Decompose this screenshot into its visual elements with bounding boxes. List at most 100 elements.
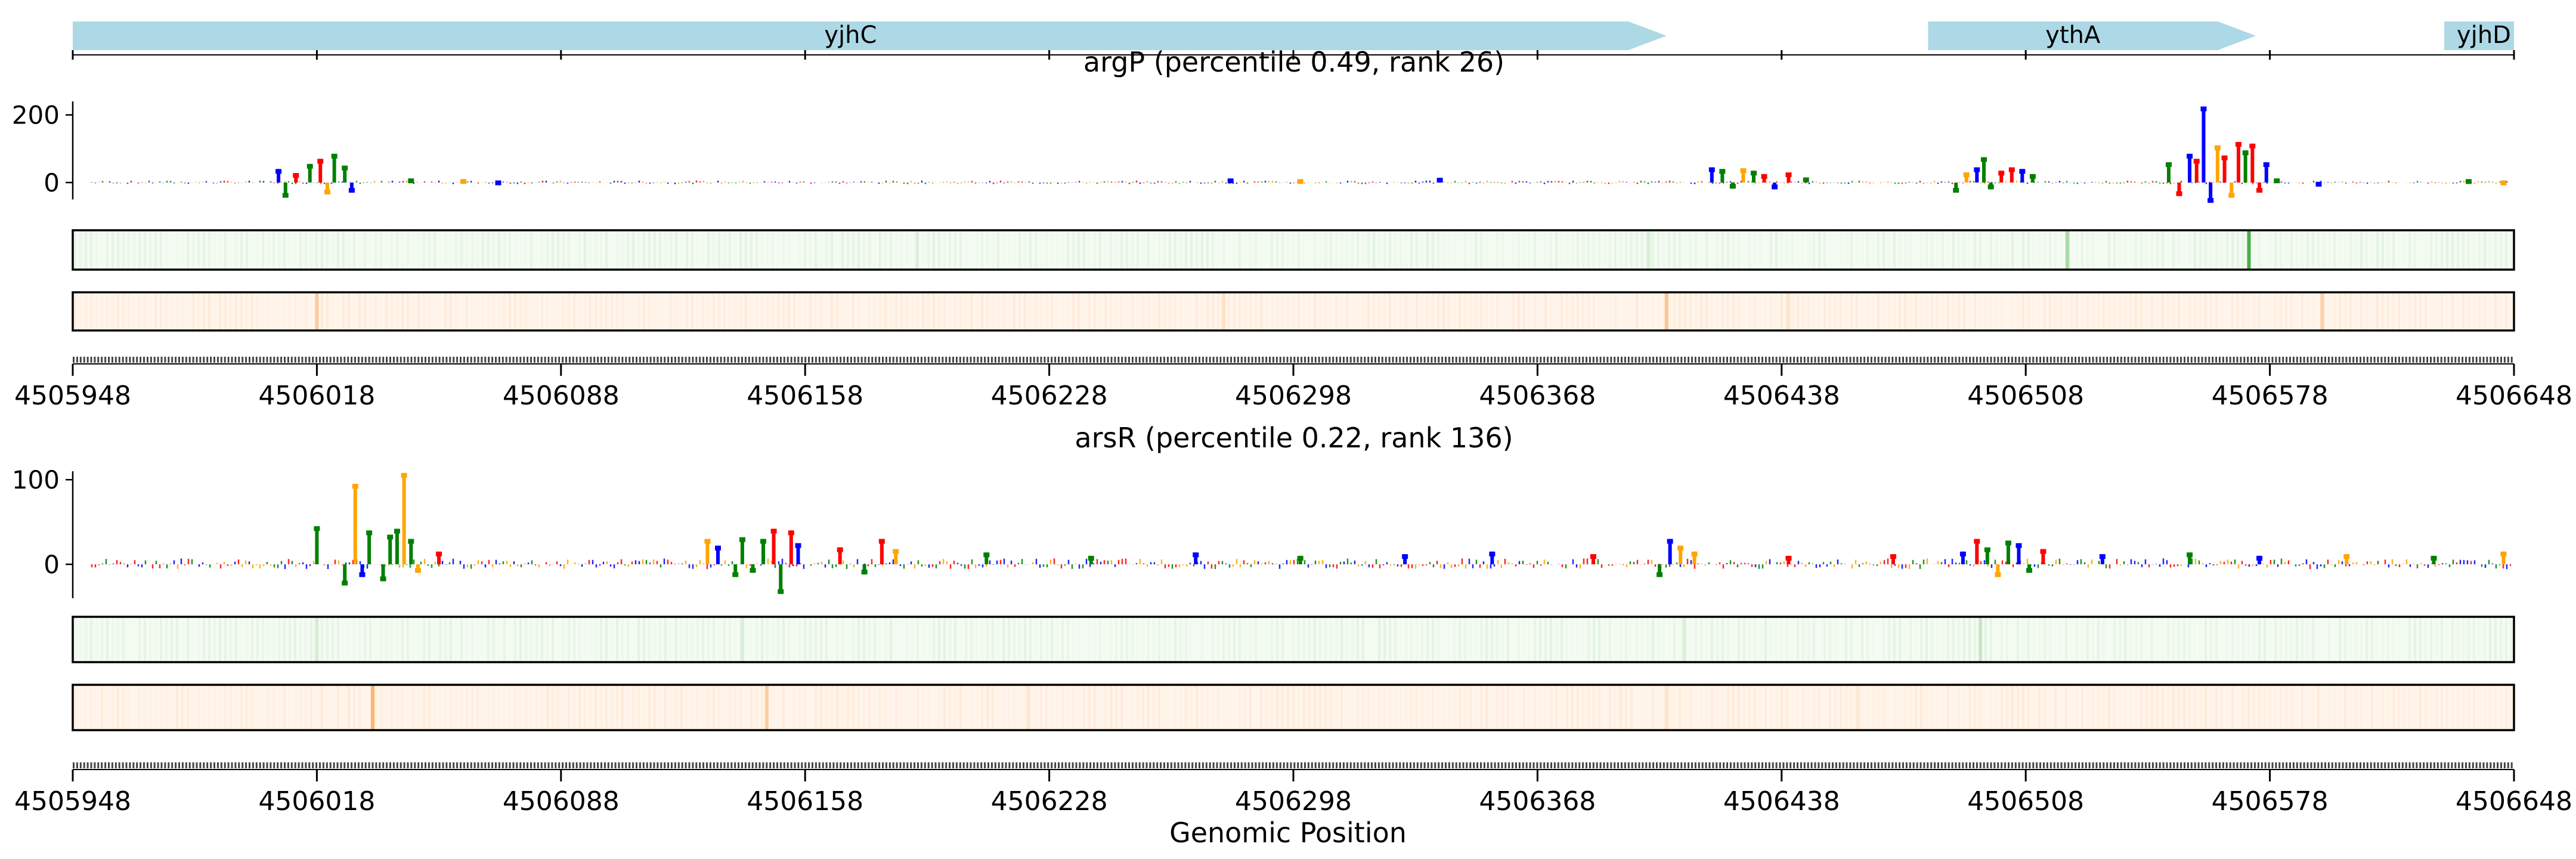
heat1-cell bbox=[1437, 230, 1439, 270]
heat2-cell bbox=[1915, 292, 1917, 330]
heat2-cell bbox=[1351, 292, 1354, 330]
heat1-cell bbox=[1335, 617, 1337, 662]
sequence-char bbox=[2416, 357, 2418, 363]
heat2-cell bbox=[1265, 685, 1268, 730]
heat1-cell bbox=[353, 230, 355, 270]
heat2-cell bbox=[380, 292, 382, 330]
sequence-char bbox=[111, 357, 113, 363]
logo-peak bbox=[395, 529, 399, 564]
sequence-char bbox=[114, 357, 117, 363]
heat2-peak bbox=[2320, 292, 2324, 330]
sequence-char bbox=[2001, 762, 2003, 768]
heat2-cell bbox=[1078, 292, 1080, 330]
logo-peak bbox=[283, 183, 287, 198]
sequence-char bbox=[1810, 762, 1813, 768]
heat2-cell bbox=[514, 292, 516, 330]
logo-peak-cap bbox=[1953, 188, 1959, 193]
heat1-cell bbox=[1544, 617, 1547, 662]
heat2-cell bbox=[2306, 292, 2309, 330]
heat1-cell bbox=[1534, 617, 1536, 662]
sequence-char bbox=[758, 762, 761, 768]
heat1-background bbox=[73, 230, 2514, 270]
sequence-char bbox=[664, 357, 666, 363]
heat2-cell bbox=[1856, 292, 1858, 330]
heat2-cell bbox=[809, 292, 812, 330]
logo-peak bbox=[1591, 554, 1595, 564]
sequence-char bbox=[990, 357, 993, 363]
heat2-cell bbox=[321, 292, 323, 330]
heat2-cell bbox=[1662, 292, 1665, 330]
heat1-peak bbox=[1682, 617, 1686, 662]
logo-peak-cap bbox=[704, 539, 711, 544]
sequence-char bbox=[590, 762, 592, 768]
heat2-cell bbox=[1555, 292, 1558, 330]
sequence-char bbox=[1990, 762, 1992, 768]
heat1-cell bbox=[122, 230, 125, 270]
heat1-cell bbox=[2317, 617, 2320, 662]
heat2-cell bbox=[1738, 685, 1740, 730]
sequence-char bbox=[410, 357, 413, 363]
logo-peaks bbox=[275, 106, 2507, 203]
heat1-cell bbox=[546, 617, 549, 662]
sequence-char bbox=[1902, 357, 1904, 363]
sequence-char bbox=[410, 762, 413, 768]
sequence-char bbox=[2075, 762, 2077, 768]
heat2-cell bbox=[487, 685, 490, 730]
heat2-cell bbox=[900, 292, 903, 330]
sequence-char bbox=[1589, 357, 1591, 363]
heat1-cell bbox=[1394, 230, 1397, 270]
sequence-char bbox=[1494, 762, 1496, 768]
heat2-cell bbox=[1142, 292, 1144, 330]
sequence-char bbox=[1768, 762, 1770, 768]
logo-peak bbox=[2250, 143, 2255, 183]
heat1-cell bbox=[2446, 617, 2448, 662]
heat1-cell bbox=[1072, 230, 1075, 270]
heat2-cell bbox=[2049, 685, 2051, 730]
heat1-cell bbox=[772, 230, 774, 270]
heat1-cell bbox=[2081, 230, 2083, 270]
sequence-char bbox=[188, 357, 191, 363]
heat2-cell bbox=[1834, 292, 1837, 330]
sequence-char bbox=[1445, 357, 1447, 363]
sequence-char bbox=[2190, 762, 2193, 768]
heat2-cell bbox=[1067, 685, 1069, 730]
sequence-char bbox=[868, 357, 870, 363]
sequence-char bbox=[738, 357, 740, 363]
heat1-cell bbox=[2178, 617, 2180, 662]
sequence-char bbox=[2356, 762, 2358, 768]
heat1-cell bbox=[2484, 617, 2486, 662]
heat1-cell bbox=[1722, 230, 1724, 270]
sequence-char bbox=[463, 762, 465, 768]
sequence-char bbox=[1874, 357, 1876, 363]
heat1-cell bbox=[2408, 617, 2411, 662]
sequence-char bbox=[1044, 357, 1046, 363]
heat2-cell bbox=[1464, 685, 1466, 730]
heat1-cell bbox=[1925, 617, 1928, 662]
panel-argp: argP (percentile 0.49, rank 26)200045059… bbox=[12, 46, 2572, 411]
sequence-char bbox=[2219, 357, 2221, 363]
heat2-cell bbox=[326, 685, 329, 730]
sequence-char bbox=[192, 762, 194, 768]
sequence-char bbox=[822, 762, 824, 768]
sequence-char bbox=[1986, 762, 1989, 768]
heat2-cell bbox=[1303, 685, 1305, 730]
heat2-cell bbox=[777, 685, 779, 730]
sequence-char bbox=[607, 357, 609, 363]
heat2-cell bbox=[407, 292, 409, 330]
heat1-cell bbox=[1287, 230, 1289, 270]
heat1-cell bbox=[1501, 617, 1504, 662]
heat1-cell bbox=[154, 617, 157, 662]
logo-peak-cap bbox=[1193, 552, 1199, 558]
sequence-char bbox=[977, 357, 979, 363]
sequence-char bbox=[234, 357, 237, 363]
sequence-char bbox=[150, 357, 152, 363]
heat1-cell bbox=[1491, 230, 1493, 270]
heat1-cell bbox=[643, 230, 645, 270]
sequence-char bbox=[2444, 357, 2446, 363]
sequence-char bbox=[491, 357, 494, 363]
heat1-cell bbox=[917, 617, 919, 662]
heat1-cell bbox=[396, 230, 398, 270]
sequence-char bbox=[2479, 762, 2481, 768]
heat2-cell bbox=[1662, 685, 1665, 730]
heat1-cell bbox=[450, 617, 452, 662]
